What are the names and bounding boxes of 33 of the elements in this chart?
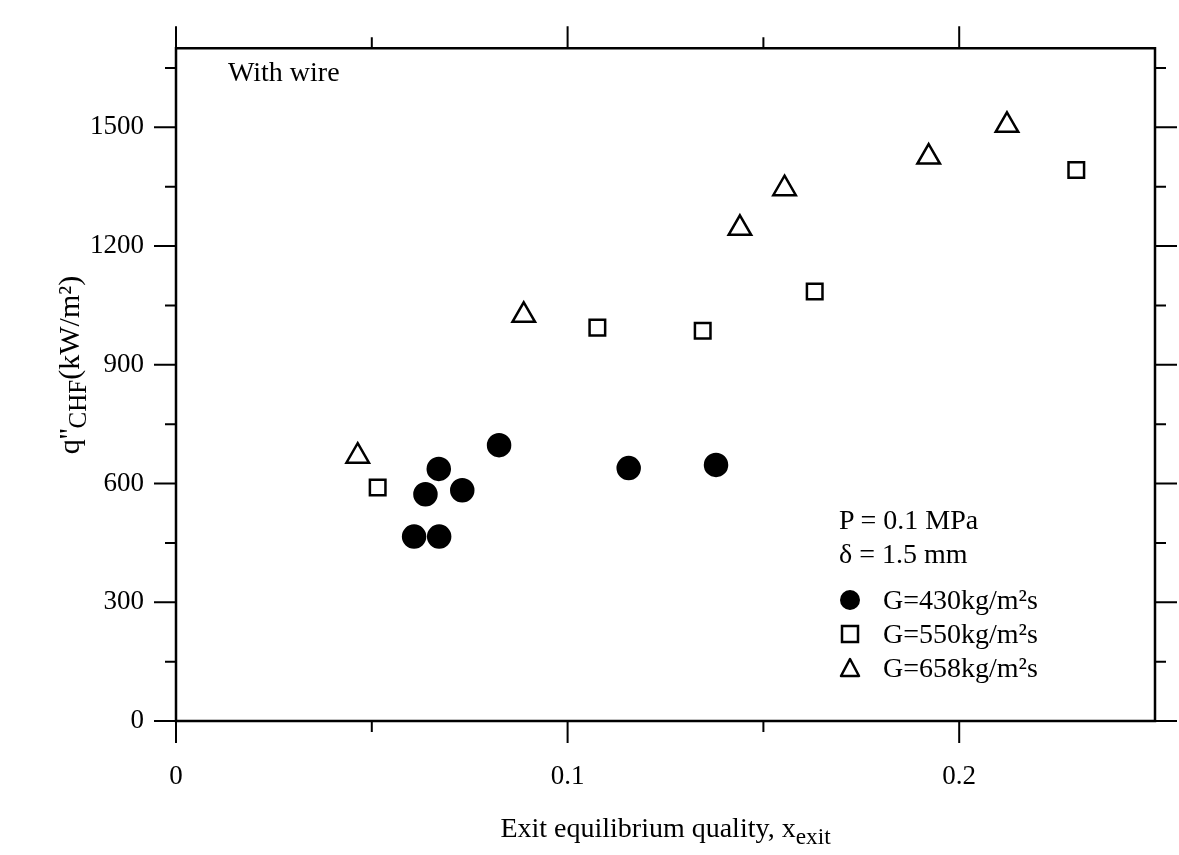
point <box>588 318 607 337</box>
y-tick-label: 0 <box>130 704 144 735</box>
x-axis-title: Exit equilibrium quality, x$_{exit}$ <box>499 812 832 850</box>
point <box>486 432 512 458</box>
y-tick-label: 600 <box>103 466 144 497</box>
point <box>703 452 729 478</box>
point <box>413 481 438 507</box>
annotation: P = 0.1 MPa <box>839 503 980 537</box>
y-tick-label: 900 <box>103 347 144 378</box>
point <box>450 478 475 503</box>
point <box>426 524 452 549</box>
y-tick-label: 300 <box>103 585 144 616</box>
point <box>616 455 641 481</box>
y-tick-label: 1500 <box>90 110 144 141</box>
legend-label: G=658kg/m²s <box>883 651 1038 685</box>
y-tick-label: 1200 <box>90 229 144 260</box>
point <box>511 301 537 324</box>
point <box>805 282 824 301</box>
legend-label: G=550kg/m²s <box>883 617 1038 651</box>
x-tick-label: 0.1 <box>550 760 585 791</box>
point <box>693 321 712 340</box>
point <box>368 478 387 497</box>
point <box>727 214 753 237</box>
x-tick-label: 0 <box>169 760 183 791</box>
point <box>426 456 452 482</box>
annotation: δ = 1.5 mm <box>839 537 969 571</box>
point <box>916 142 942 165</box>
point <box>772 174 798 197</box>
point <box>994 111 1020 134</box>
x-tick-label: 0.2 <box>942 760 977 791</box>
point <box>401 524 427 549</box>
legend-label: G=430kg/m²s <box>883 583 1038 617</box>
annotation: With wire <box>228 56 340 88</box>
